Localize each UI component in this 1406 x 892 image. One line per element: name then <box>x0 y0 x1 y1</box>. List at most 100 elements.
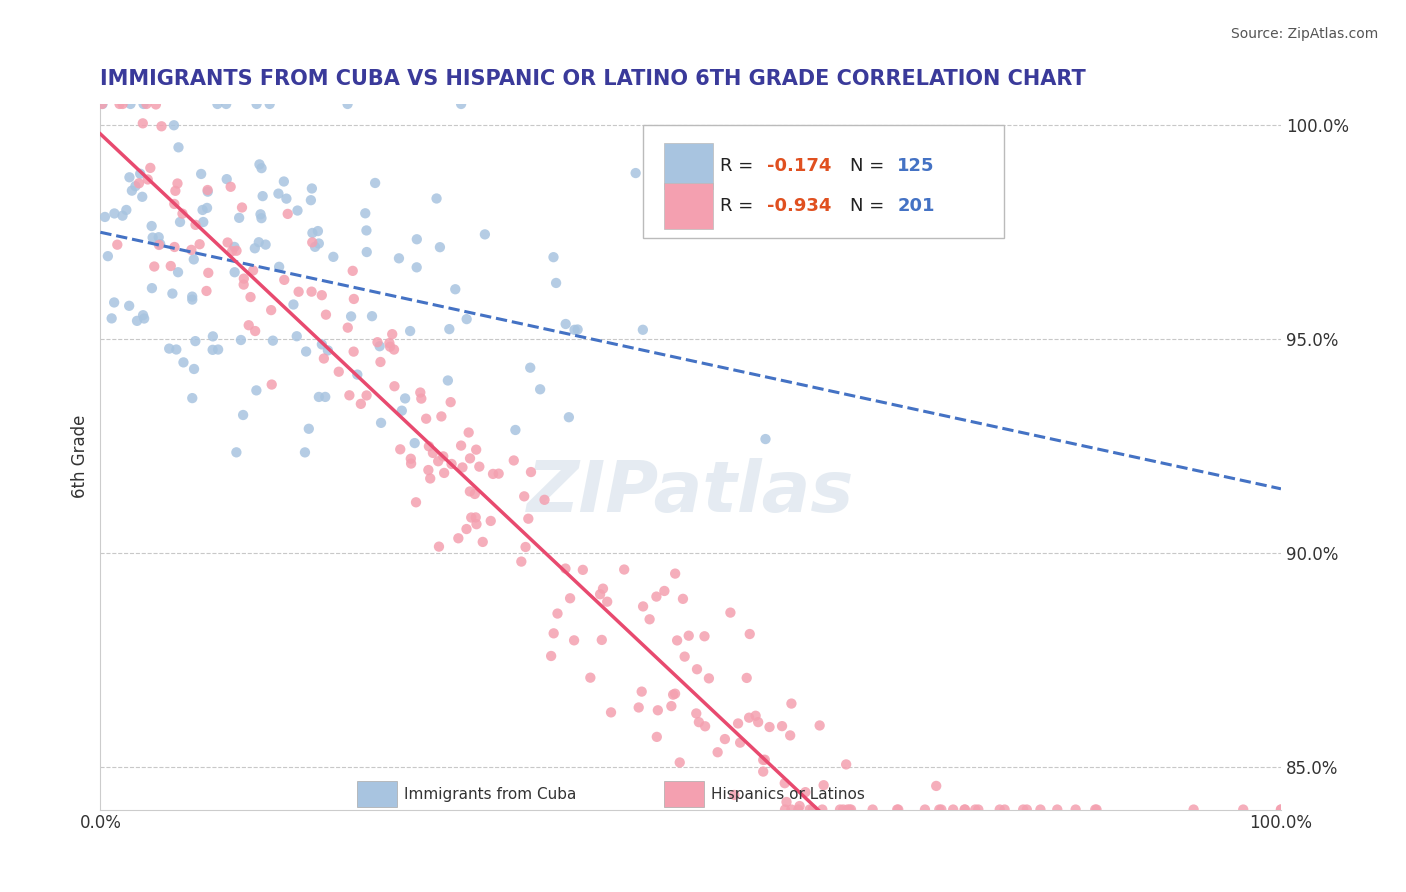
Point <box>429 240 451 254</box>
Point <box>301 235 323 250</box>
Point <box>188 237 211 252</box>
Point <box>430 409 453 424</box>
Point <box>752 753 775 767</box>
Point <box>994 803 1017 817</box>
Point <box>129 167 152 181</box>
Point <box>250 161 273 175</box>
Point <box>197 185 219 199</box>
Point <box>191 202 214 217</box>
Point <box>422 446 444 460</box>
Point <box>695 719 717 733</box>
Point <box>547 607 569 621</box>
Point <box>773 803 796 817</box>
Point <box>488 467 510 481</box>
Point <box>464 510 486 524</box>
Point <box>136 172 159 186</box>
Point <box>672 591 695 606</box>
Point <box>285 329 308 343</box>
Point <box>479 514 502 528</box>
Point <box>928 803 950 817</box>
Point <box>529 382 551 396</box>
Point <box>225 244 247 258</box>
Point <box>368 339 391 353</box>
Point <box>301 226 323 240</box>
Point <box>391 403 413 417</box>
Point <box>105 237 128 252</box>
Point <box>231 201 253 215</box>
Point <box>229 333 252 347</box>
Point <box>543 250 565 264</box>
Point <box>668 756 690 770</box>
Point <box>181 293 204 307</box>
Point <box>415 411 437 425</box>
Point <box>630 684 652 698</box>
Point <box>183 362 205 376</box>
Point <box>193 215 215 229</box>
Point <box>427 454 450 468</box>
Point <box>224 240 246 254</box>
Point <box>142 230 165 244</box>
Point <box>217 235 239 250</box>
Point <box>195 201 218 215</box>
Point <box>953 803 976 817</box>
Point <box>592 582 614 596</box>
Point <box>714 732 737 747</box>
Point <box>591 632 613 647</box>
Point <box>686 662 709 676</box>
Point <box>543 626 565 640</box>
Point <box>350 397 373 411</box>
Point <box>276 192 298 206</box>
Point <box>988 803 1011 817</box>
Point <box>1232 803 1254 817</box>
Point <box>295 344 318 359</box>
Point <box>132 308 155 322</box>
Point <box>356 223 378 237</box>
Point <box>789 799 811 814</box>
Point <box>744 708 766 723</box>
Point <box>887 803 910 817</box>
Point <box>150 120 173 134</box>
Point <box>567 322 589 336</box>
Point <box>482 467 505 481</box>
Point <box>370 416 392 430</box>
FancyBboxPatch shape <box>644 125 1004 238</box>
Point <box>128 176 150 190</box>
Point <box>837 803 859 817</box>
Point <box>336 320 359 334</box>
Point <box>384 379 406 393</box>
Point <box>328 365 350 379</box>
Point <box>207 343 229 357</box>
Point <box>322 250 344 264</box>
Point <box>364 176 387 190</box>
Point <box>245 384 267 398</box>
Point <box>361 309 384 323</box>
Point <box>510 555 533 569</box>
Point <box>308 390 330 404</box>
Point <box>307 224 329 238</box>
Point <box>728 736 751 750</box>
Point <box>465 517 488 532</box>
Point <box>773 776 796 790</box>
Point <box>564 323 586 337</box>
Point <box>624 166 647 180</box>
Point <box>382 343 405 357</box>
Point <box>267 186 290 201</box>
Point <box>794 785 817 799</box>
Point <box>356 245 378 260</box>
Text: Hispanics or Latinos: Hispanics or Latinos <box>710 787 865 802</box>
FancyBboxPatch shape <box>664 143 713 188</box>
Point <box>304 240 326 254</box>
Point <box>139 161 162 175</box>
Point <box>111 209 134 223</box>
Point <box>201 343 224 357</box>
Point <box>666 633 689 648</box>
FancyBboxPatch shape <box>357 780 396 807</box>
Text: -0.934: -0.934 <box>768 197 832 215</box>
Point <box>165 343 187 357</box>
Point <box>838 803 860 817</box>
Point <box>184 218 207 232</box>
Point <box>835 757 858 772</box>
Point <box>118 170 141 185</box>
FancyBboxPatch shape <box>664 183 713 229</box>
Point <box>183 252 205 267</box>
